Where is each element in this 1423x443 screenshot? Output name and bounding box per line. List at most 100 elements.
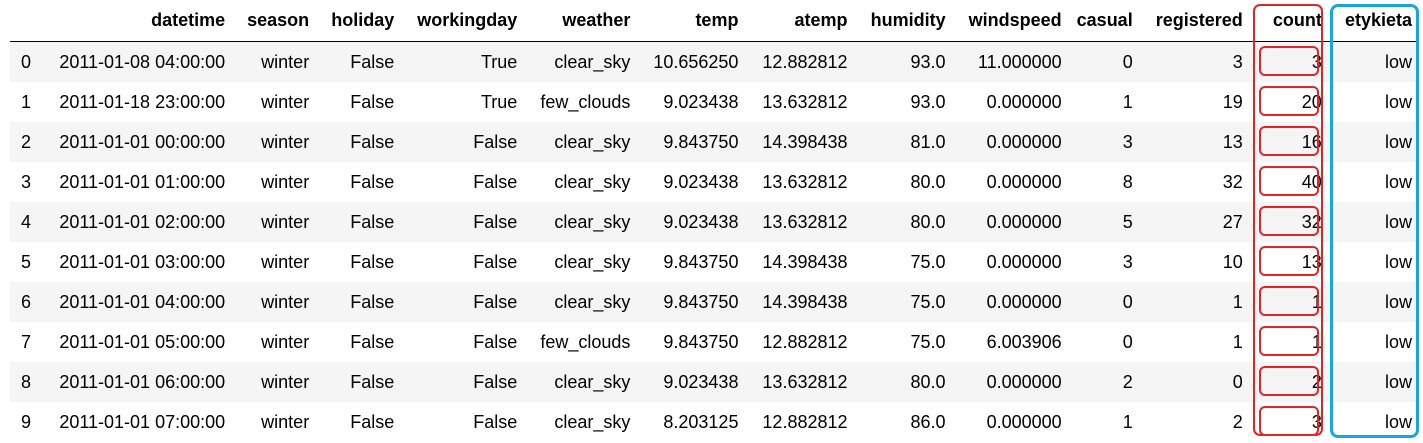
cell-workingday: True [401, 41, 525, 82]
cell-holiday: False [316, 202, 402, 242]
cell-holiday: False [316, 242, 402, 282]
cell-temp: 9.843750 [637, 122, 746, 162]
cell-humidity: 93.0 [854, 41, 953, 82]
cell-registered: 2 [1139, 402, 1250, 442]
cell-datetime: 2011-01-01 02:00:00 [38, 202, 233, 242]
cell-count: 20 [1249, 82, 1329, 122]
cell-season: winter [232, 362, 317, 402]
cell-casual: 3 [1068, 122, 1140, 162]
column-header-registered: registered [1139, 0, 1250, 42]
cell-weather: clear_sky [524, 362, 638, 402]
cell-holiday: False [316, 41, 402, 82]
table-row: 5 2011-01-01 03:00:00 winter False False clea… [10, 242, 1419, 282]
row-index: 1 [10, 82, 39, 122]
cell-count: 2 [1249, 362, 1329, 402]
cell-datetime: 2011-01-01 05:00:00 [38, 322, 233, 362]
cell-datetime: 2011-01-18 23:00:00 [38, 82, 233, 122]
cell-etykieta: low [1328, 41, 1419, 82]
cell-registered: 27 [1139, 202, 1250, 242]
row-index: 2 [10, 122, 39, 162]
header-row: datetime season holiday workingday weather te… [10, 0, 1419, 42]
cell-holiday: False [316, 82, 402, 122]
cell-windspeed: 0.000000 [952, 82, 1069, 122]
column-header-weather: weather [524, 0, 638, 42]
column-header-season: season [232, 0, 317, 42]
cell-humidity: 75.0 [854, 242, 953, 282]
cell-temp: 9.843750 [637, 242, 746, 282]
cell-casual: 8 [1068, 162, 1140, 202]
cell-season: winter [232, 242, 317, 282]
cell-datetime: 2011-01-01 06:00:00 [38, 362, 233, 402]
cell-count: 40 [1249, 162, 1329, 202]
row-index: 3 [10, 162, 39, 202]
cell-weather: clear_sky [524, 202, 638, 242]
table-row: 7 2011-01-01 05:00:00 winter False False few_… [10, 322, 1419, 362]
cell-season: winter [232, 322, 317, 362]
cell-workingday: False [401, 282, 525, 322]
cell-windspeed: 0.000000 [952, 242, 1069, 282]
cell-humidity: 80.0 [854, 362, 953, 402]
cell-casual: 0 [1068, 282, 1140, 322]
column-header-etykieta: etykieta [1328, 0, 1419, 42]
row-index: 6 [10, 282, 39, 322]
column-header-datetime: datetime [38, 0, 233, 42]
cell-casual: 3 [1068, 242, 1140, 282]
cell-datetime: 2011-01-08 04:00:00 [38, 41, 233, 82]
cell-datetime: 2011-01-01 07:00:00 [38, 402, 233, 442]
cell-count: 3 [1249, 41, 1329, 82]
cell-count: 3 [1249, 402, 1329, 442]
cell-datetime: 2011-01-01 03:00:00 [38, 242, 233, 282]
cell-datetime: 2011-01-01 01:00:00 [38, 162, 233, 202]
column-header-windspeed: windspeed [952, 0, 1069, 42]
cell-weather: clear_sky [524, 162, 638, 202]
cell-season: winter [232, 122, 317, 162]
cell-humidity: 93.0 [854, 82, 953, 122]
cell-count: 32 [1249, 202, 1329, 242]
cell-weather: clear_sky [524, 242, 638, 282]
cell-workingday: False [401, 322, 525, 362]
cell-registered: 19 [1139, 82, 1250, 122]
column-header-casual: casual [1068, 0, 1140, 42]
cell-temp: 9.843750 [637, 322, 746, 362]
cell-weather: clear_sky [524, 402, 638, 442]
table-row: 9 2011-01-01 07:00:00 winter False False clea… [10, 402, 1419, 442]
cell-registered: 1 [1139, 322, 1250, 362]
cell-casual: 0 [1068, 41, 1140, 82]
cell-workingday: False [401, 402, 525, 442]
cell-season: winter [232, 162, 317, 202]
cell-weather: few_clouds [524, 82, 638, 122]
cell-count: 1 [1249, 282, 1329, 322]
dataframe-table: datetime season holiday workingday weather te… [10, 0, 1419, 442]
cell-workingday: False [401, 242, 525, 282]
cell-workingday: False [401, 362, 525, 402]
cell-weather: clear_sky [524, 41, 638, 82]
row-index: 7 [10, 322, 39, 362]
cell-weather: few_clouds [524, 322, 638, 362]
table-row: 2 2011-01-01 00:00:00 winter False False clea… [10, 122, 1419, 162]
cell-holiday: False [316, 362, 402, 402]
column-header-holiday: holiday [316, 0, 402, 42]
table-row: 6 2011-01-01 04:00:00 winter False False clea… [10, 282, 1419, 322]
cell-registered: 13 [1139, 122, 1250, 162]
column-header-atemp: atemp [745, 0, 855, 42]
row-index: 9 [10, 402, 39, 442]
cell-season: winter [232, 402, 317, 442]
table-row: 0 2011-01-08 04:00:00 winter False True clear… [10, 41, 1419, 82]
cell-humidity: 81.0 [854, 122, 953, 162]
cell-temp: 9.023438 [637, 82, 746, 122]
column-header-workingday: workingday [401, 0, 525, 42]
cell-etykieta: low [1328, 242, 1419, 282]
cell-temp: 9.023438 [637, 202, 746, 242]
table-row: 4 2011-01-01 02:00:00 winter False False clea… [10, 202, 1419, 242]
cell-holiday: False [316, 122, 402, 162]
cell-windspeed: 6.003906 [952, 322, 1069, 362]
row-index: 4 [10, 202, 39, 242]
cell-atemp: 14.398438 [745, 242, 855, 282]
cell-atemp: 13.632812 [745, 162, 855, 202]
cell-workingday: False [401, 202, 525, 242]
cell-holiday: False [316, 322, 402, 362]
cell-etykieta: low [1328, 282, 1419, 322]
cell-temp: 9.843750 [637, 282, 746, 322]
cell-holiday: False [316, 282, 402, 322]
cell-humidity: 86.0 [854, 402, 953, 442]
